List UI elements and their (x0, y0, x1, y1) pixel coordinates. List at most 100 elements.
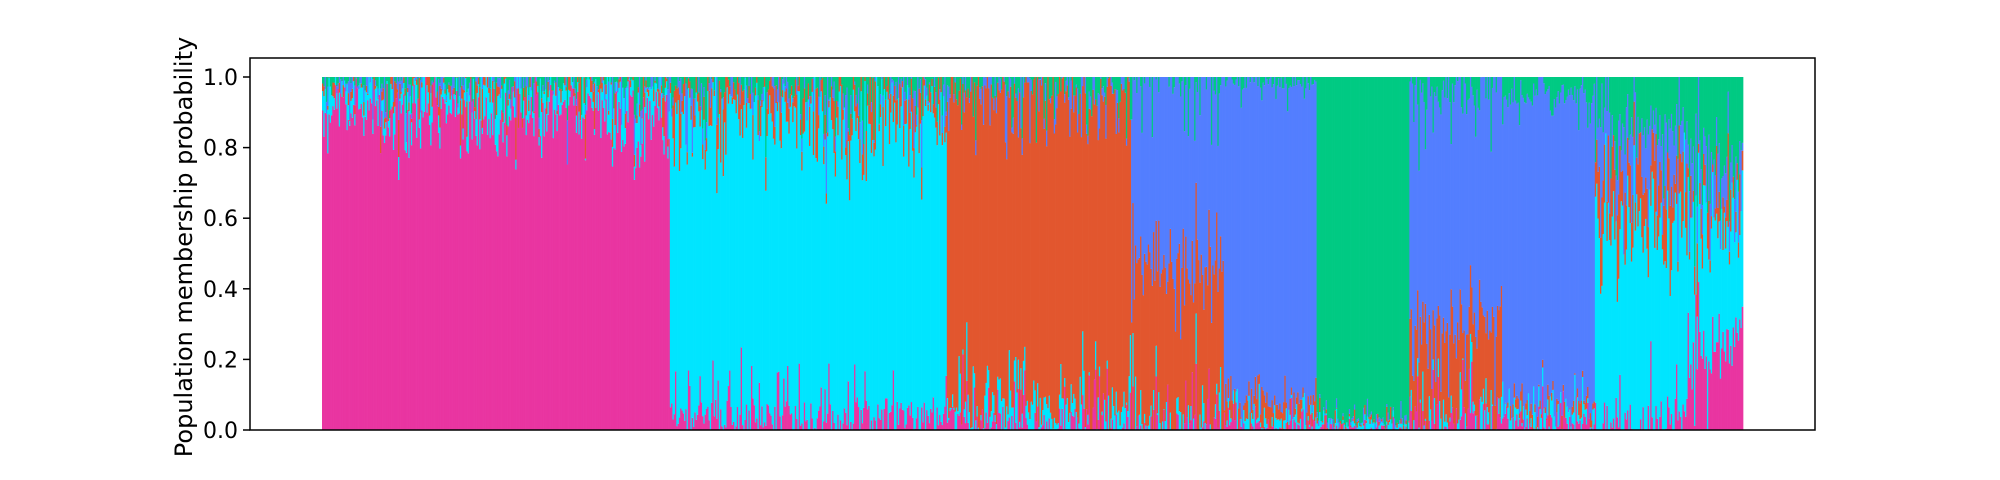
bar-segment-pink (927, 415, 930, 430)
bar-segment-green (1393, 77, 1396, 419)
bar-segment-orange (379, 126, 382, 154)
bar-segment-green (1226, 77, 1229, 81)
bar-segment-cyan (910, 111, 913, 403)
bar-segment-pink (1603, 402, 1606, 430)
bar-segment-pink (910, 402, 913, 430)
bar-segment-blue (1727, 91, 1730, 134)
bar-segment-orange (1240, 417, 1243, 419)
bar-segment-green (935, 77, 937, 93)
bar-segment-green (758, 77, 761, 132)
bar-segment-blue (1410, 77, 1413, 310)
bar-segment-green (489, 77, 492, 89)
bar-segment-green (1320, 77, 1323, 421)
bar-segment-green (1335, 77, 1338, 399)
bar-segment-orange (1571, 406, 1574, 415)
bar-segment-orange (1286, 421, 1289, 430)
bar-segment-pink (379, 153, 382, 430)
bar-segment-cyan (1082, 331, 1084, 396)
bar-segment-cyan (1097, 397, 1100, 420)
bar-segment-cyan (1288, 409, 1290, 425)
bar-segment-pink (1670, 413, 1673, 430)
bar-segment-green (1009, 77, 1012, 79)
bar-segment-blue (1572, 100, 1575, 401)
bar-segment-pink (390, 109, 392, 430)
bar-segment-cyan (672, 138, 675, 420)
bar-segment-pink (1335, 425, 1338, 430)
bar-segment-green (559, 77, 561, 89)
bar-segment-blue (1495, 92, 1498, 337)
bar-segment-blue (766, 92, 769, 109)
bar-segment-pink (1288, 424, 1290, 430)
bar-segment-orange (1485, 333, 1487, 379)
bar-segment-orange (390, 77, 392, 84)
bar-segment-blue (409, 84, 412, 97)
bar-segment-blue (1122, 77, 1124, 91)
bar-segment-cyan (649, 86, 651, 102)
y-axis-label: Population membership probability (170, 37, 198, 457)
bar-segment-green (1661, 77, 1664, 135)
bar-segment-green (1683, 77, 1686, 133)
bar-segment-orange (508, 94, 511, 99)
bar-segment-orange (1386, 406, 1388, 422)
bar-segment-cyan (1665, 268, 1668, 429)
bar-segment-pink (485, 97, 488, 431)
bar-segment-green (1151, 77, 1154, 138)
bar-segment-pink (702, 416, 704, 430)
bar-segment-orange (836, 100, 838, 118)
bar-segment-blue (1330, 418, 1333, 420)
bar-segment-pink (560, 114, 562, 430)
bar-segment-green (829, 77, 832, 98)
bar-segment-cyan (525, 115, 528, 136)
bar-segment-green (1268, 77, 1271, 79)
bar-segment-green (1533, 77, 1535, 84)
bar-segment-orange (1449, 334, 1451, 418)
bar-segment-cyan (1325, 413, 1328, 415)
bar-segment-green (1316, 77, 1319, 413)
bar-segment-orange (1536, 416, 1539, 428)
bar-segment-pink (645, 113, 647, 430)
bar-segment-orange (825, 193, 828, 204)
bar-segment-cyan (1627, 175, 1629, 411)
bar-segment-pink (1512, 417, 1515, 430)
bar-segment-green (1593, 77, 1596, 84)
bar-segment-green (959, 77, 962, 79)
bar-segment-green (1575, 77, 1578, 104)
bar-segment-green (508, 77, 511, 80)
bar-segment-orange (1685, 192, 1687, 228)
bar-segment-pink (1504, 413, 1507, 430)
bar-segment-blue (1168, 86, 1171, 264)
bar-segment-cyan (454, 95, 457, 117)
bar-segment-blue (1723, 165, 1726, 207)
bar-segment-pink (566, 164, 569, 431)
bar-segment-cyan (635, 123, 637, 169)
bar-segment-orange (1118, 132, 1120, 411)
bar-segment-green (543, 77, 546, 92)
bar-segment-green (1249, 77, 1252, 83)
bar-segment-orange (1724, 217, 1727, 249)
bar-segment-orange (749, 94, 752, 109)
bar-segment-blue (762, 87, 765, 102)
bar-segment-cyan (1444, 421, 1446, 427)
bar-segment-cyan (352, 81, 355, 105)
bar-segment-pink (1616, 417, 1619, 430)
bar-segment-blue (1360, 423, 1363, 426)
bar-segment-blue (654, 77, 657, 81)
bar-segment-blue (1093, 77, 1096, 105)
bar-segment-orange (833, 101, 836, 154)
bar-segment-orange (810, 96, 812, 104)
bar-segment-orange (1499, 306, 1502, 418)
bar-segment-cyan (1592, 409, 1594, 430)
bar-segment-pink (407, 109, 409, 430)
bar-segment-orange (1629, 165, 1632, 224)
bar-segment-orange (868, 105, 870, 124)
bar-segment-pink (361, 117, 364, 430)
bar-segment-orange (1643, 192, 1646, 226)
bar-segment-cyan (1638, 211, 1641, 430)
bar-segment-orange (967, 88, 970, 395)
bar-segment-orange (388, 110, 391, 119)
bar-segment-pink (1618, 427, 1620, 430)
bar-segment-cyan (1127, 411, 1129, 417)
bar-segment-cyan (788, 133, 791, 406)
bar-segment-pink (767, 405, 770, 430)
bar-segment-cyan (597, 92, 600, 111)
